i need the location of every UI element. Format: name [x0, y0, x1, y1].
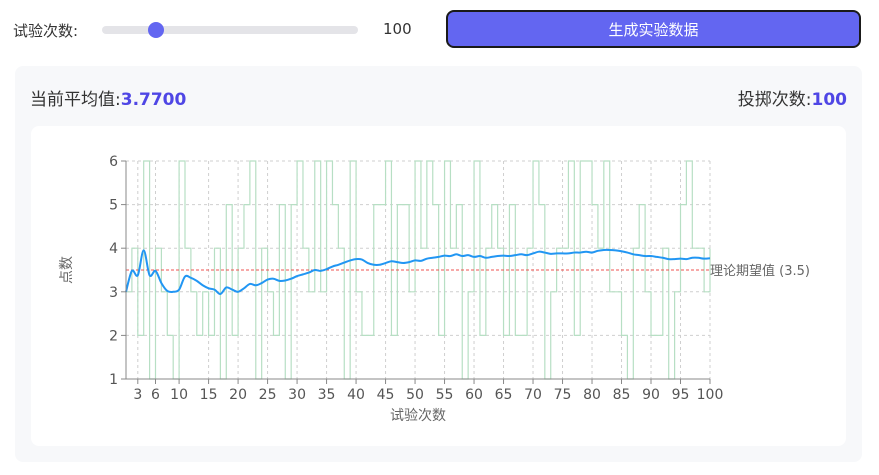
y-tick-label: 4 — [109, 241, 118, 257]
x-axis-title: 试验次数 — [390, 408, 446, 424]
roll-count: 投掷次数:100 — [738, 85, 847, 110]
current-mean: 当前平均值:3.7700 — [30, 85, 186, 110]
chart-card: 理论期望值 (3.5) 3 6 10 15 20 25 30 35 40 45 50 55 60 65 70 7… — [31, 126, 846, 446]
slider-value: 100 — [383, 20, 412, 38]
x-tick-label: 55 — [436, 387, 454, 403]
x-tick-label: 75 — [554, 387, 572, 403]
x-tick-label: 90 — [642, 387, 660, 403]
expected-value-label: 理论期望值 (3.5) — [710, 263, 810, 279]
y-tick-label: 5 — [109, 198, 118, 214]
x-tick-label: 10 — [170, 387, 188, 403]
x-tick-label: 3 — [133, 387, 142, 403]
y-tick-label: 3 — [109, 285, 118, 301]
x-tick-label: 80 — [583, 387, 601, 403]
x-tick-label: 35 — [318, 387, 336, 403]
trials-slider[interactable] — [102, 22, 358, 38]
series-running-mean — [125, 248, 711, 295]
slider-thumb[interactable] — [147, 22, 164, 38]
current-mean-value: 3.7700 — [120, 90, 187, 110]
dice-chart: 理论期望值 (3.5)3 6 10 15 20 25 30 35 40 45 50 55 60 65 70 7… — [59, 154, 810, 424]
x-tick-label: 30 — [288, 387, 306, 403]
x-tick-label: 25 — [259, 387, 277, 403]
x-tick-label: 70 — [524, 387, 542, 403]
x-tick-label: 95 — [672, 387, 690, 403]
x-tick-label: 85 — [613, 387, 631, 403]
generate-data-button[interactable]: 生成实验数据 — [446, 10, 861, 48]
x-tick-label: 20 — [229, 387, 247, 403]
results-panel: 当前平均值:3.7700 投掷次数:100 理论期望值 (3.5) 3 6 10 15 2… — [15, 66, 862, 462]
y-tick-label: 1 — [109, 372, 118, 388]
roll-count-value: 100 — [811, 90, 848, 110]
x-tick-label: 40 — [347, 387, 365, 403]
x-tick-label: 45 — [377, 387, 395, 403]
series-rolls — [126, 160, 711, 380]
x-tick-label: 60 — [465, 387, 483, 403]
roll-count-label: 投掷次数: — [737, 90, 812, 110]
x-tick-label: 100 — [697, 387, 724, 403]
x-tick-label: 15 — [200, 387, 218, 403]
controls-bar: 试验次数: 100 生成实验数据 — [0, 0, 879, 60]
y-tick-label: 2 — [109, 328, 118, 344]
x-tick-label: 65 — [495, 387, 513, 403]
slider-label: 试验次数: — [13, 22, 79, 40]
x-tick-label: 6 — [151, 387, 160, 403]
current-mean-label: 当前平均值: — [30, 90, 121, 110]
x-tick-label: 50 — [406, 387, 424, 403]
y-tick-label: 6 — [109, 154, 118, 170]
y-axis-title: 点数 — [59, 256, 75, 284]
